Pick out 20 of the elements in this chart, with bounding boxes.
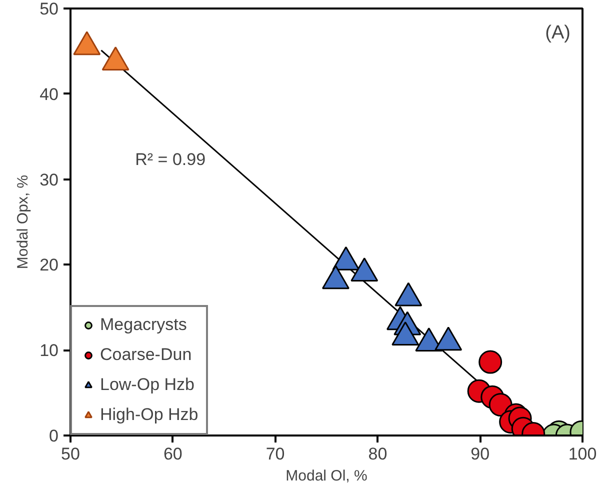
y-tick-label: 20 [40,256,59,275]
x-tick-label: 100 [568,444,597,464]
annotation: (A) [545,22,570,44]
legend-label: High-Op Hzb [100,405,198,425]
x-tick-label: 50 [61,444,80,464]
y-axis-title: Modal Opx, % [14,174,32,270]
y-tick-label: 30 [40,170,59,190]
y-tick-label: 10 [40,341,59,360]
x-tick-label: 70 [266,444,285,464]
x-axis-title: Modal Ol, % [286,468,368,484]
legend-label: Low-Op Hzb [100,375,194,395]
x-tick-label: 90 [470,444,490,464]
y-tick-label: 0 [49,426,59,446]
y-tick-label: 40 [40,84,59,104]
x-tick-label: 80 [368,444,388,464]
x-tick-label: 60 [163,444,182,464]
y-tick-label: 50 [40,0,59,18]
legend-label: Coarse-Dun [100,345,192,365]
legend-label: Megacrysts [100,315,187,335]
annotation: R² = 0.99 [135,150,206,170]
